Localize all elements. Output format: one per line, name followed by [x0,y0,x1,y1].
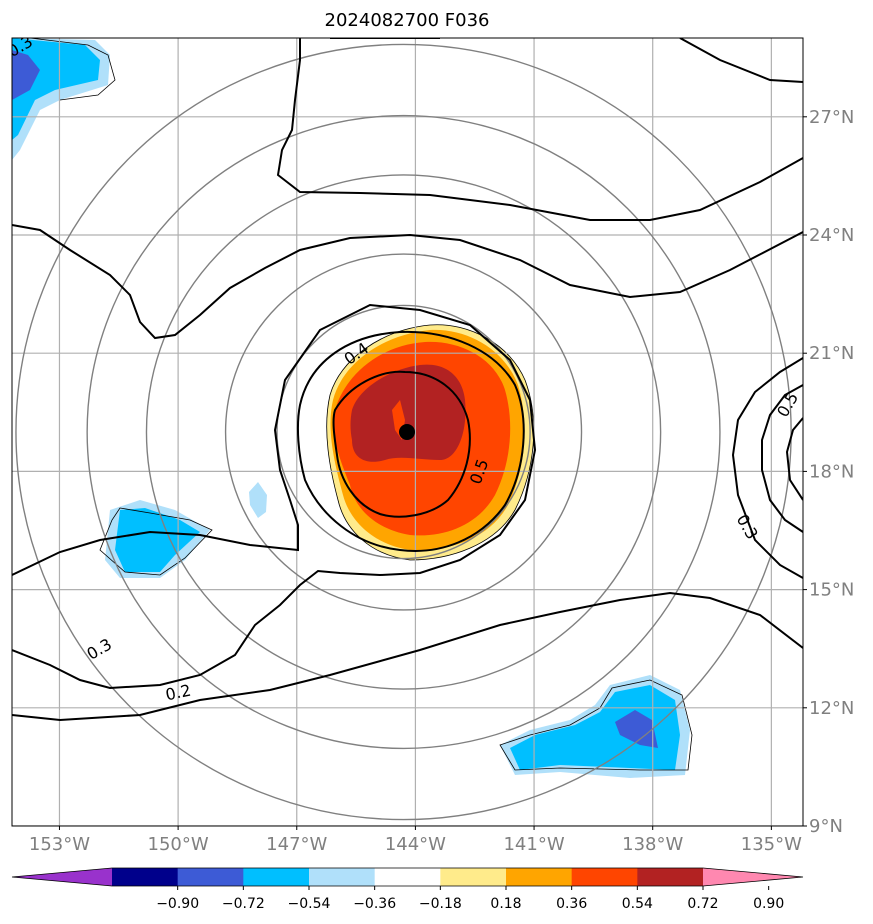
colorbar-labels: −0.90 −0.72 −0.54 −0.36 −0.18 0.18 0.36 0.54 0.7… [156,886,784,912]
lat-tick-label-1: 24°N [809,225,854,246]
range-ring-3 [86,114,721,750]
range-rings [15,43,792,821]
latitude-ticks: 27°N 24°N 21°N 18°N 15°N 12°N 9°N [803,107,854,837]
contour-label-5: 0.5 [773,389,802,421]
lon-tick-label-6: 135°W [741,834,802,855]
anomaly-outline-bottomright [499,679,693,771]
colorbar-segment-0 [112,868,179,886]
colorbar [11,867,804,887]
contour-label-2: 0.3 [83,635,115,664]
map-area: 0.40.50.30.20.30.50.3 [12,38,803,826]
range-ring-1 [224,253,583,611]
colorbar-label-7: 0.54 [622,896,653,912]
colorbar-label-6: 0.36 [556,896,587,912]
colorbar-label-5: 0.18 [490,896,521,912]
colorbar-segment-1 [177,868,244,886]
range-ring-4 [15,43,792,821]
colorbar-segment-2 [243,868,310,886]
anomaly-negative-small [249,482,267,518]
lat-tick-label-2: 21°N [809,343,854,364]
anomaly-negative-bottomright [510,685,680,770]
contour-lines [12,38,803,722]
colorbar-segment-4 [374,868,441,886]
anomaly-positive-72 [350,364,466,462]
storm-center-marker [399,424,415,440]
colorbar-segment-3 [309,868,376,886]
colorbar-segment-8 [637,868,704,886]
lon-tick-label-0: 153°W [29,834,90,855]
lon-tick-label-2: 147°W [266,834,327,855]
colorbar-label-8: 0.72 [687,896,718,912]
colorbar-label-2: −0.54 [288,896,331,912]
lon-tick-label-5: 138°W [622,834,683,855]
lon-tick-label-1: 150°W [148,834,209,855]
contour-0.4-center [296,330,525,552]
colorbar-segment-6 [506,868,573,886]
contour-right-0.4 [761,384,803,533]
anomaly-negative-bottomright-core [615,710,658,748]
chart-title: 2024082700 F036 [325,10,490,31]
anomaly-fill-layer [12,38,693,778]
colorbar-label-0: −0.90 [156,896,199,912]
colorbar-segment-5 [440,868,507,886]
anomaly-outline-topleft [29,38,116,101]
map-frame [11,37,804,827]
colorbar-label-3: −0.36 [353,896,396,912]
colorbar-extend-high [703,868,803,886]
colorbar-extend-low [12,868,112,886]
contour-label-3: 0.2 [164,681,193,705]
contour-right-0.3 [731,357,803,579]
lat-tick-label-0: 27°N [809,107,854,128]
range-ring-2 [145,174,662,690]
contour-0.3-mid [12,303,537,690]
anomaly-negative-topleft-core [12,50,40,100]
anomaly-outline-center [326,324,535,561]
colorbar-label-1: −0.72 [222,896,265,912]
contour-upper-right [679,38,803,83]
contour-0.2-lower [12,591,803,722]
contour-right-0.5 [785,417,803,501]
contour-0.5-center [332,370,471,518]
lon-tick-label-3: 144°W [385,834,446,855]
colorbar-outline [11,867,804,887]
lat-tick-label-6: 9°N [809,816,843,837]
lat-tick-label-4: 15°N [809,580,854,601]
colorbar-segment-7 [571,868,638,886]
anomaly-outline-left [99,507,213,576]
contour-label-4: 0.3 [733,511,762,543]
colorbar-label-4: −0.18 [419,896,462,912]
range-ring-0 [276,304,531,560]
contour-0.3-upper [12,224,803,340]
lat-tick-label-5: 12°N [809,698,854,719]
lon-tick-label-4: 141°W [503,834,564,855]
contour-0.2-upper [276,38,803,221]
anomaly-negative-left [115,508,200,572]
lat-tick-label-3: 18°N [809,461,854,482]
colorbar-label-9: 0.90 [753,896,784,912]
longitude-ticks: 153°W 150°W 147°W 144°W 141°W 138°W 135°W [29,826,802,855]
gridlines [12,38,803,826]
